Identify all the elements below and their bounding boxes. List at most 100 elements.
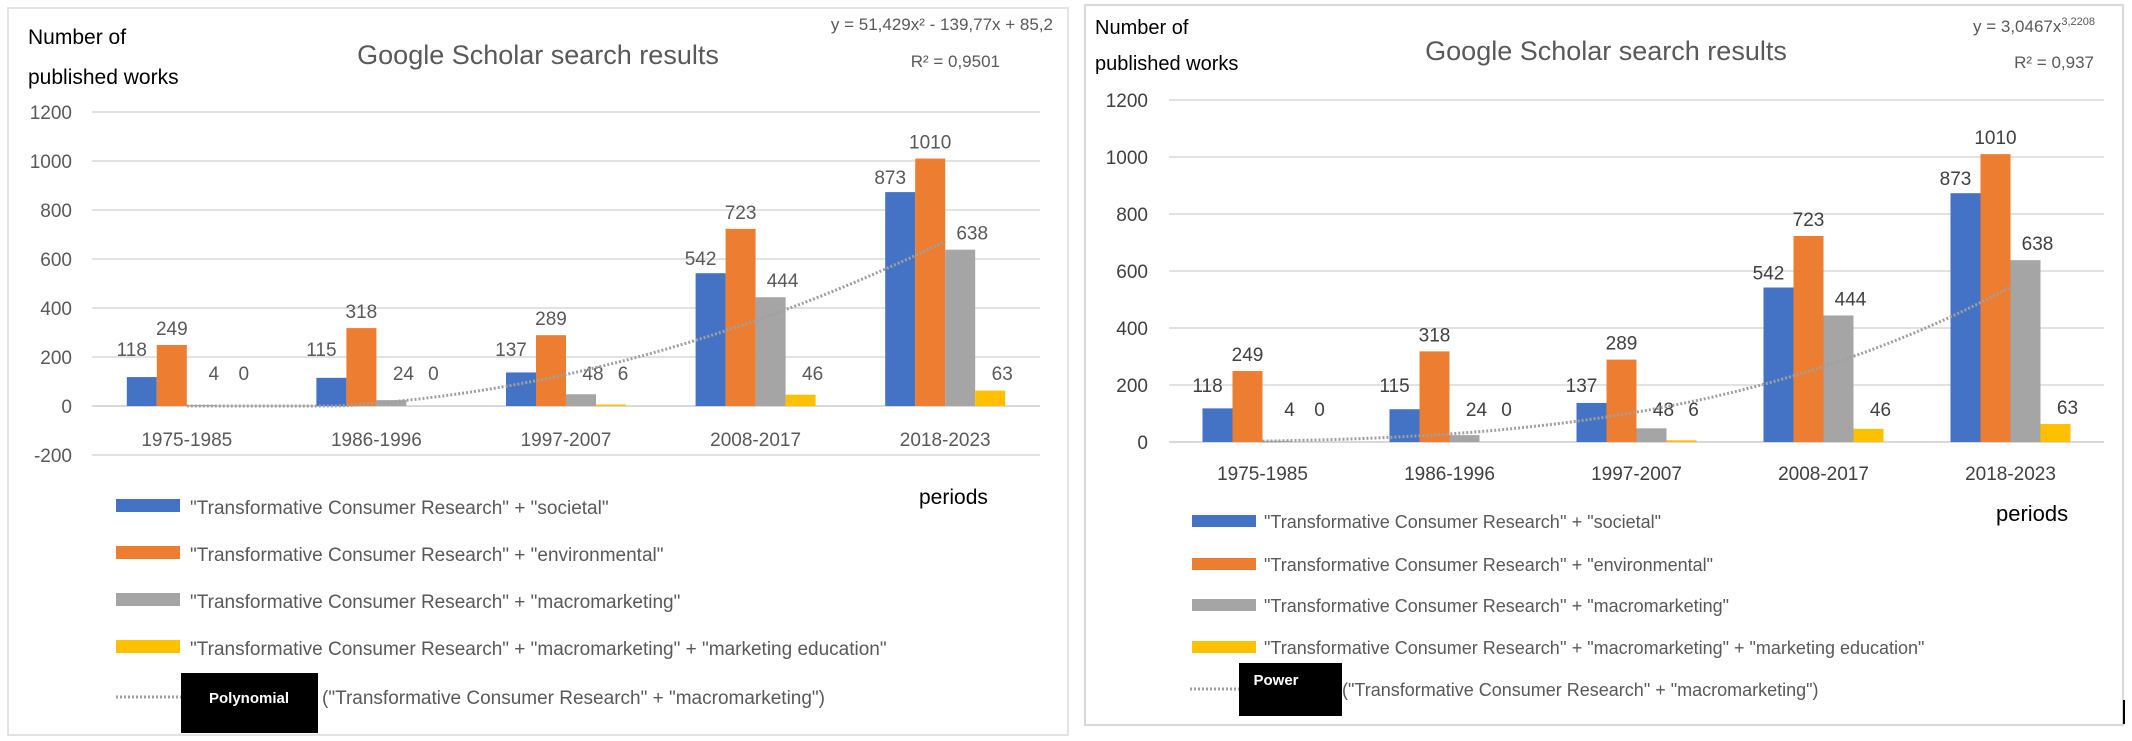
left-trendline-r2: R² = 0,9501 (911, 52, 1000, 71)
legend-label-societal: "Transformative Consumer Research'' + "s… (1264, 512, 1661, 532)
left-trendline (186, 239, 946, 408)
data-label: 289 (1606, 334, 1638, 355)
data-label: 444 (767, 271, 799, 292)
bar (536, 335, 566, 406)
bar (915, 158, 946, 406)
legend-label-marketing-education: "Transformative Consumer Research'' + "m… (1264, 638, 1924, 658)
legend-trendline-badge (1239, 663, 1342, 716)
x-tick-label: 2018-2023 (900, 430, 991, 451)
data-label: 115 (306, 340, 336, 361)
legend-swatch-marketing-education (116, 640, 180, 653)
data-label: 115 (1379, 376, 1409, 397)
data-label: 289 (535, 309, 567, 330)
bar (1262, 440, 1293, 442)
data-label: 4 (1284, 400, 1295, 421)
data-label: 318 (346, 302, 378, 323)
x-tick-label: 1986-1996 (331, 430, 422, 451)
y-tick-label: 0 (1137, 433, 1148, 454)
legend-label-environmental: "Transformative Consumer Research" + "en… (190, 545, 664, 566)
y-tick-label: -200 (34, 446, 72, 467)
left-chart-title: Google Scholar search results (357, 40, 719, 70)
bar (156, 344, 187, 406)
right-chart-title: Google Scholar search results (1425, 36, 1787, 66)
legend-swatch-macromarketing (1192, 599, 1256, 611)
data-label: 723 (725, 203, 757, 224)
legend-trendline-label: ("Transformative Consumer Research" + "m… (1342, 680, 1819, 700)
data-label: 318 (1419, 325, 1451, 346)
legend-trendline-label: ("Transformative Consumer Research" + "m… (322, 688, 825, 709)
right-legend: "Transformative Consumer Research'' + "s… (1190, 512, 1924, 716)
bar (1606, 359, 1637, 442)
bar (316, 377, 347, 406)
bar (186, 405, 217, 406)
data-label: 118 (117, 340, 147, 361)
right-trendline-equation: y = 3,0467x3,2208 (1973, 16, 2095, 36)
right-equation-exponent: 3,2208 (2061, 16, 2095, 28)
bar (596, 404, 626, 406)
bar (506, 372, 536, 406)
data-label: 46 (802, 364, 823, 385)
data-label: 6 (1688, 400, 1699, 421)
bar (1419, 351, 1450, 442)
left-trendline-equation: y = 51,429x² - 139,77x + 85,2 (831, 15, 1053, 34)
data-label: 0 (1501, 400, 1512, 421)
data-label: 0 (428, 364, 439, 385)
data-label: 48 (582, 364, 603, 385)
y-tick-label: 0 (61, 397, 72, 418)
data-label: 0 (1314, 400, 1325, 421)
bar (755, 297, 786, 406)
bar (885, 192, 916, 406)
legend-swatch-environmental (1192, 558, 1256, 570)
x-tick-label: 2008-2017 (1778, 464, 1869, 485)
legend-swatch-marketing-education (1192, 641, 1256, 653)
data-label: 48 (1653, 400, 1674, 421)
y-tick-label: 800 (1116, 205, 1148, 226)
right-equation-base: y = 3,0467x (1973, 17, 2062, 36)
legend-swatch-environmental (116, 546, 180, 559)
legend-label-macromarketing: "Transformative Consumer Research'' + "m… (1264, 596, 1729, 616)
bar (975, 390, 1006, 406)
bar (2010, 260, 2041, 442)
right-y-axis-title-line1: Number of (1095, 17, 1189, 39)
data-label: 249 (156, 319, 188, 340)
bar (1232, 371, 1263, 442)
bar (1576, 402, 1607, 442)
right-chart-frame (1084, 4, 2124, 726)
legend-trendline-badge (181, 673, 318, 733)
legend-label-macromarketing: "Transformative Consumer Research" + "ma… (190, 592, 680, 613)
bar (1980, 154, 2011, 442)
bar (1636, 428, 1667, 442)
data-label: 723 (1793, 210, 1825, 231)
data-label: 137 (1566, 376, 1598, 397)
left-x-axis-title: periods (919, 486, 988, 509)
legend-label-environmental: "Transformative Consumer Research'' + "e… (1264, 555, 1713, 575)
legend-swatch-societal (116, 499, 180, 512)
bar (2040, 424, 2071, 442)
y-tick-label: 1000 (1106, 148, 1148, 169)
legend-label-marketing-education: "Transformative Consumer Research" + "ma… (190, 639, 887, 660)
y-tick-label: 400 (40, 299, 72, 320)
right-trendline-r2: R² = 0,937 (2014, 53, 2094, 72)
data-label: 63 (992, 364, 1013, 385)
legend-swatch-societal (1192, 515, 1256, 527)
left-legend: "Transformative Consumer Research" + "so… (116, 498, 887, 733)
data-label: 63 (2057, 398, 2078, 419)
data-label: 542 (685, 249, 717, 270)
bar (945, 249, 976, 406)
left-y-axis-title-line2: published works (28, 66, 179, 89)
x-tick-label: 1997-2007 (521, 430, 612, 451)
x-tick-label: 1986-1996 (1404, 464, 1495, 485)
x-tick-label: 2018-2023 (1965, 464, 2056, 485)
data-label: 24 (393, 364, 415, 385)
y-tick-label: 400 (1116, 319, 1148, 340)
y-tick-label: 800 (40, 201, 72, 222)
data-label: 137 (495, 340, 527, 361)
y-tick-label: 200 (1116, 376, 1148, 397)
bar (785, 394, 816, 406)
x-tick-label: 1975-1985 (141, 430, 232, 451)
legend-trendline-badge-text: Polynomial (209, 690, 289, 707)
data-label: 444 (1835, 289, 1867, 310)
data-label: 873 (1940, 169, 1972, 190)
